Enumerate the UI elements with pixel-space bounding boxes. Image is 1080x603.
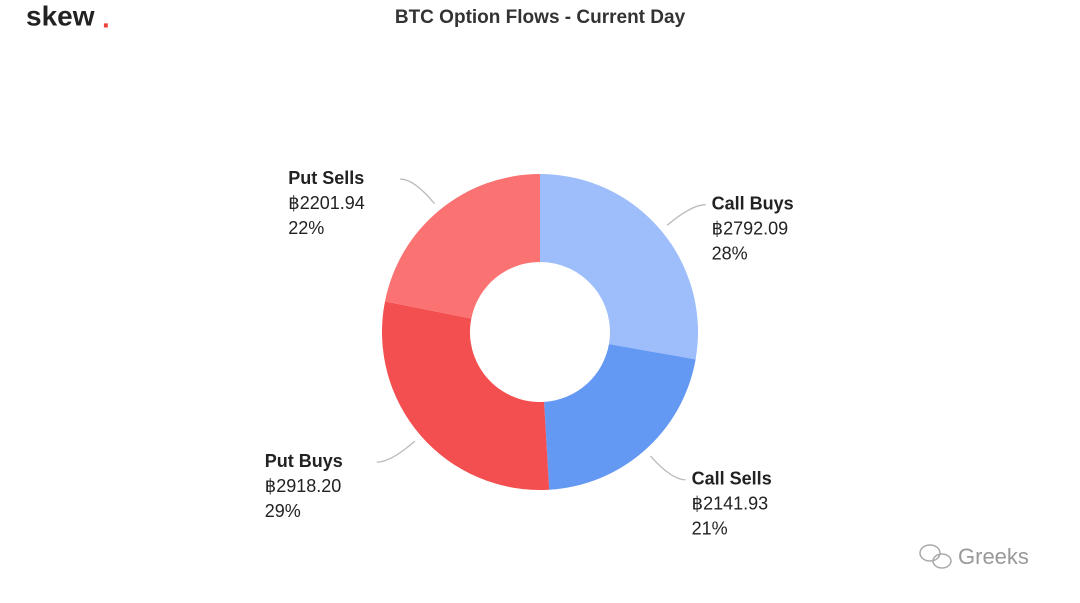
value-label: ฿2201.94 — [288, 193, 365, 213]
slice-name: Put Buys — [265, 451, 343, 471]
slice-name: Put Sells — [288, 168, 364, 188]
connector — [400, 178, 436, 205]
percent-label: 22% — [288, 218, 324, 238]
slice — [544, 344, 696, 490]
logo-dot: . — [102, 2, 110, 33]
watermark-icon — [919, 544, 952, 569]
connector — [666, 204, 706, 226]
slice — [384, 174, 540, 319]
slice-name: Call Sells — [692, 469, 772, 489]
percent-label: 21% — [692, 519, 728, 539]
connector — [649, 455, 686, 481]
slice-name: Call Buys — [712, 193, 794, 213]
slice — [540, 174, 698, 360]
percent-label: 28% — [712, 243, 748, 263]
watermark: Greeks — [958, 544, 1029, 569]
percent-label: 29% — [265, 501, 301, 521]
chart-title: BTC Option Flows - Current Day — [395, 7, 686, 28]
logo: skew — [26, 0, 95, 31]
value-label: ฿2792.09 — [712, 218, 789, 238]
slice — [381, 301, 550, 490]
connector — [376, 440, 416, 463]
value-label: ฿2918.20 — [265, 476, 342, 496]
value-label: ฿2141.93 — [692, 494, 769, 514]
